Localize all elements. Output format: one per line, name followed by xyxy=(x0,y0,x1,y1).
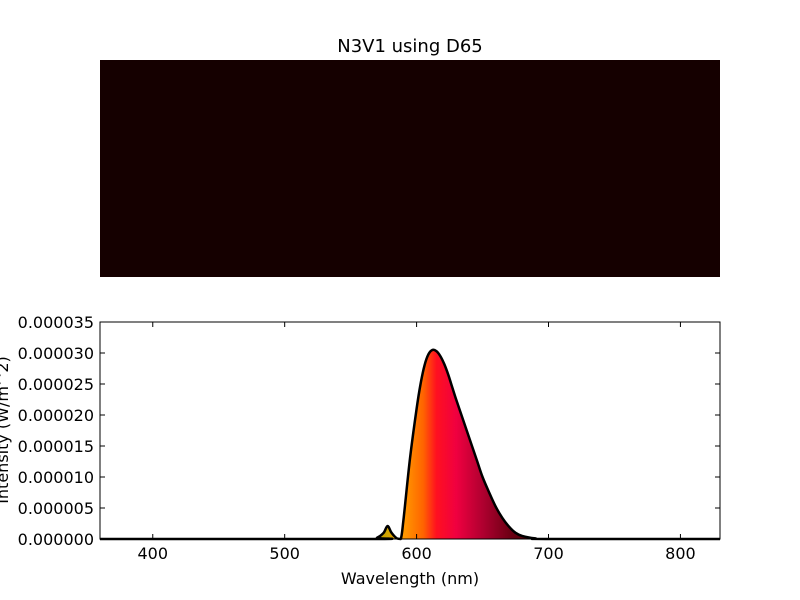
chart-title: N3V1 using D65 xyxy=(337,36,483,57)
y-tick-label: 0.000030 xyxy=(18,344,94,363)
y-tick-label: 0.000005 xyxy=(18,499,94,518)
x-tick-label: 400 xyxy=(137,544,168,563)
plot-frame xyxy=(99,321,721,540)
color-swatch xyxy=(100,60,720,277)
x-tick-label: 800 xyxy=(665,544,696,563)
x-tick-label: 500 xyxy=(269,544,300,563)
y-tick-label: 0.000020 xyxy=(18,406,94,425)
x-tick-label: 600 xyxy=(401,544,432,563)
x-axis-label: Wavelength (nm) xyxy=(341,569,479,588)
x-tick-label: 700 xyxy=(533,544,564,563)
spectrum-fill xyxy=(100,349,720,539)
y-axis-label: Intensity (W/m^2) xyxy=(0,356,12,504)
x-axis-ticks: 400 500 600 700 800 xyxy=(137,322,696,563)
y-tick-label: 0.000000 xyxy=(18,530,94,549)
spectrum-line xyxy=(99,348,720,541)
y-tick-label: 0.000025 xyxy=(18,375,94,394)
y-tick-label: 0.000010 xyxy=(18,468,94,487)
spectrum-plot: 400 500 600 700 800 0.000000 0.000005 0.000010… xyxy=(18,313,721,563)
y-tick-label: 0.000015 xyxy=(18,437,94,456)
y-tick-label: 0.000035 xyxy=(18,313,94,332)
y-axis-ticks: 0.000000 0.000005 0.000010 0.000015 0.000020… xyxy=(18,313,720,549)
